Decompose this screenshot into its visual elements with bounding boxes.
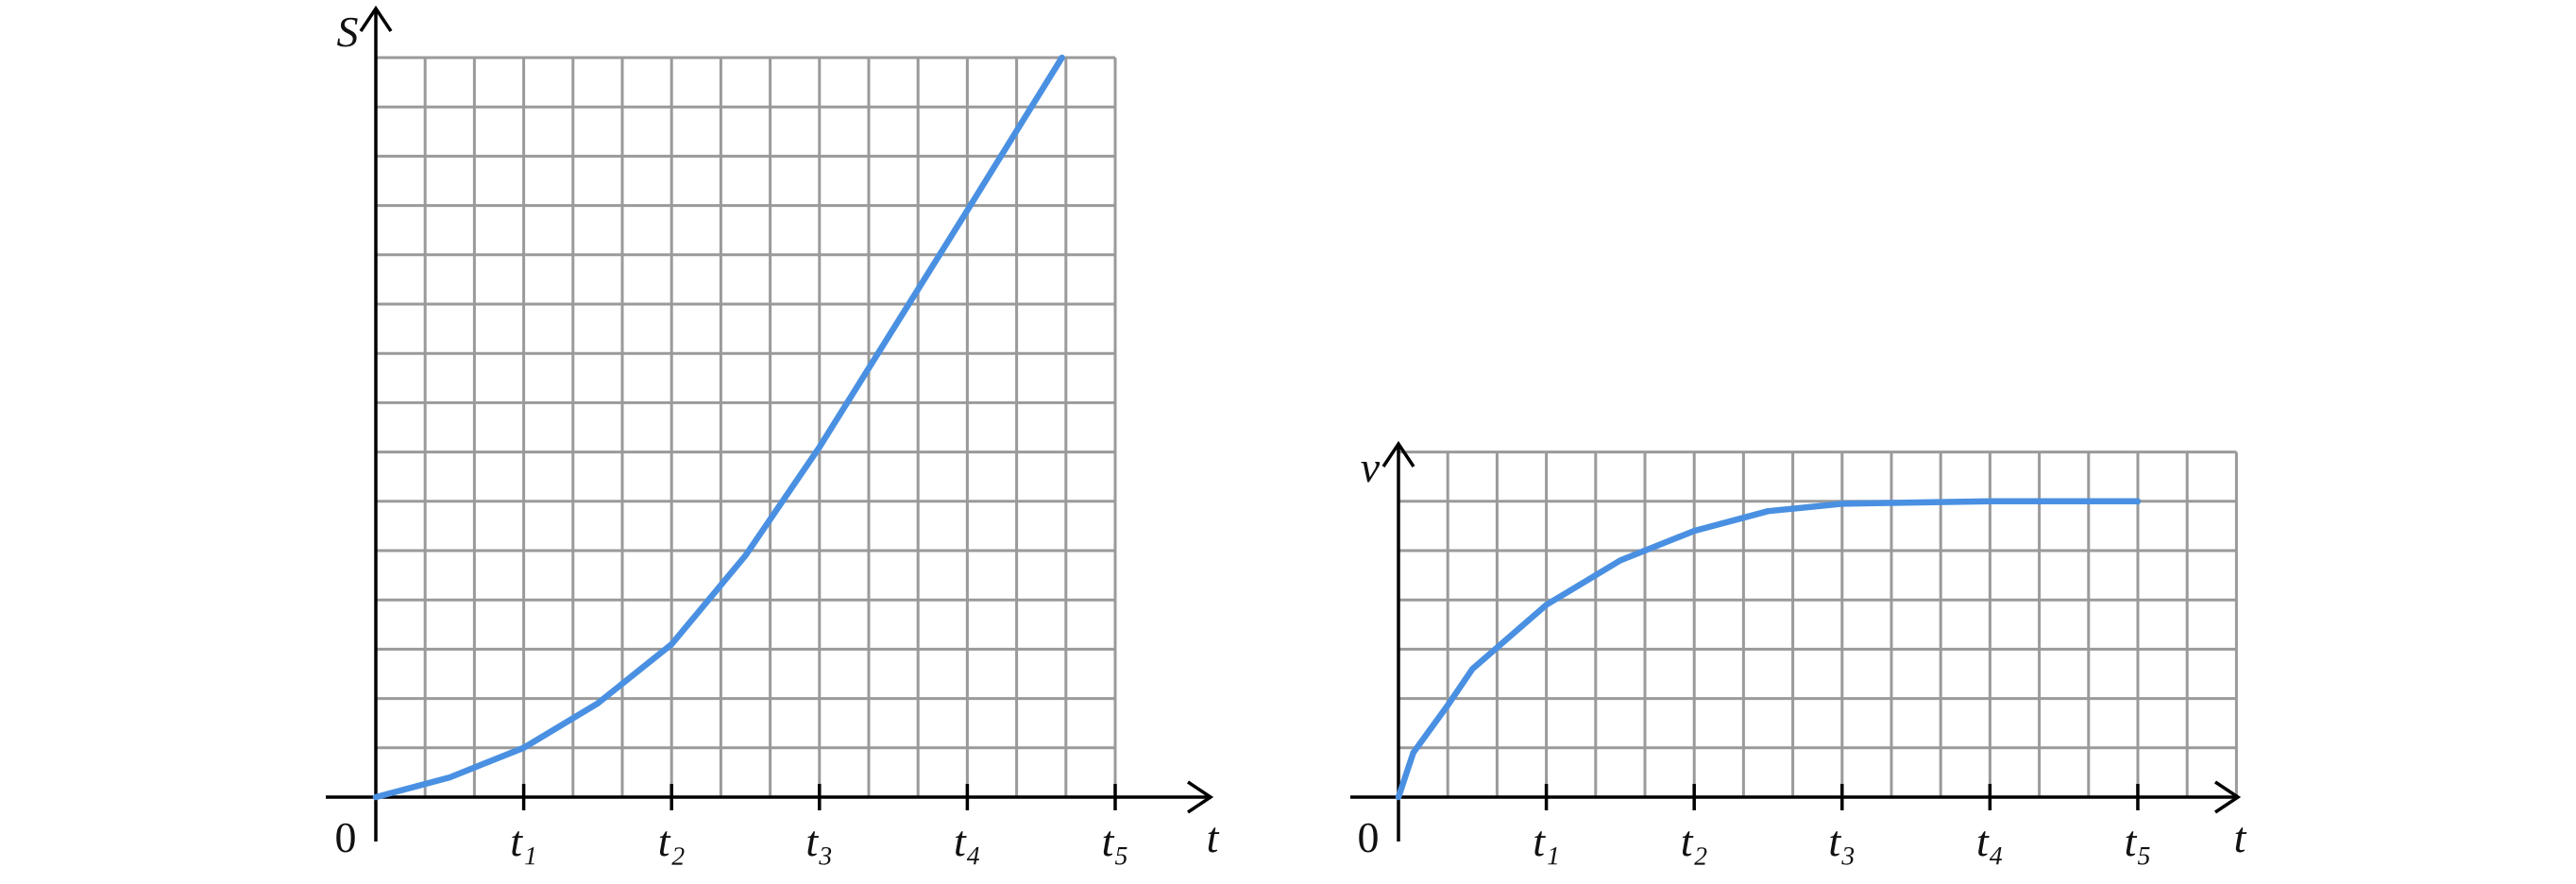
x-tick-label: t₂ [658, 817, 686, 865]
curve [1395, 498, 2142, 801]
x-axis-label: t [2234, 813, 2247, 861]
y-axis-label: v [1361, 443, 1381, 491]
x-tick-label: t₃ [1828, 817, 1856, 865]
x-tick-label: t₅ [2125, 817, 2152, 865]
y-axis-arrow [359, 5, 393, 32]
x-axis-label: t [1207, 813, 1220, 861]
y-axis-arrow [1381, 440, 1415, 468]
x-axis-arrow [1187, 780, 1214, 814]
x-tick-label: t₁ [510, 817, 537, 865]
x-tick-label: t₁ [1533, 817, 1560, 865]
curve [372, 54, 1065, 801]
x-axis-arrow [2214, 780, 2242, 814]
y-axis-label: S [337, 8, 359, 56]
x-tick-label: t₃ [805, 817, 833, 865]
x-tick-label: t₄ [1976, 817, 2004, 865]
x-tick-label: t₂ [1681, 817, 1708, 865]
x-tick-label: t₄ [954, 817, 981, 865]
x-tick-label: t₅ [1102, 817, 1129, 865]
x-tick-label: 0 [335, 813, 357, 861]
x-tick-label: 0 [1358, 813, 1380, 861]
